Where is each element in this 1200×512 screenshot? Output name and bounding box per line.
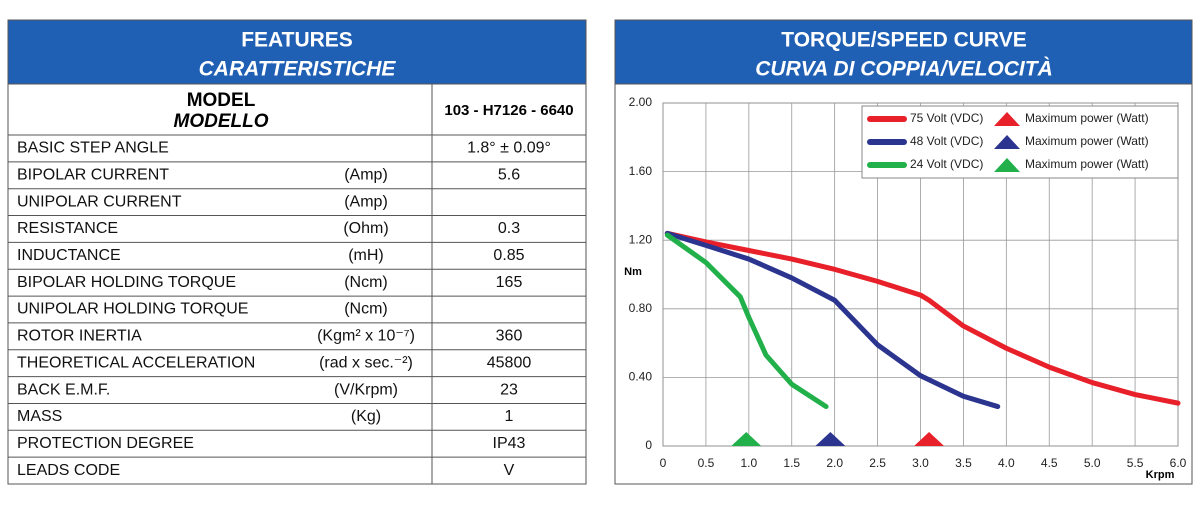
feature-value: 5.6 — [498, 166, 520, 183]
legend-marker-label: Maximum power (Watt) — [1025, 111, 1149, 125]
feature-unit: (V/Krpm) — [334, 381, 398, 398]
feature-value: 360 — [496, 328, 523, 345]
model-label-it: MODELLO — [174, 111, 269, 132]
feature-value: 45800 — [487, 354, 532, 371]
model-label: MODEL — [187, 90, 256, 111]
feature-unit: (Amp) — [344, 166, 388, 183]
feature-name: BIPOLAR HOLDING TORQUE — [17, 274, 236, 291]
feature-unit: (Ohm) — [343, 220, 388, 237]
y-tick-label: 0.40 — [629, 370, 653, 384]
feature-name: PROTECTION DEGREE — [17, 435, 194, 452]
feature-name: MASS — [17, 408, 62, 425]
features-table — [7, 83, 587, 485]
legend-label: 75 Volt (VDC) — [910, 111, 983, 125]
legend-marker-label: Maximum power (Watt) — [1025, 157, 1149, 171]
series-line — [664, 232, 829, 410]
feature-name: INDUCTANCE — [17, 247, 121, 264]
feature-name: UNIPOLAR CURRENT — [17, 193, 182, 210]
max-power-marker — [914, 432, 945, 446]
feature-value: V — [504, 462, 515, 479]
x-tick-label: 0.5 — [698, 456, 715, 470]
legend-marker — [994, 112, 1020, 126]
x-tick-label: 2.0 — [826, 456, 843, 470]
series-line — [664, 230, 1001, 410]
y-axis-label: Nm — [624, 266, 642, 278]
feature-name: BACK E.M.F. — [17, 381, 110, 398]
feature-value: 1 — [505, 408, 514, 425]
feature-unit: (Kgm² x 10⁻⁷) — [317, 328, 415, 345]
feature-value: 1.8° ± 0.09° — [467, 140, 551, 157]
feature-value: 23 — [500, 381, 518, 398]
feature-unit: (mH) — [348, 247, 384, 264]
x-tick-label: 2.5 — [869, 456, 886, 470]
legend-label: 24 Volt (VDC) — [910, 157, 983, 171]
feature-unit: (Kg) — [351, 408, 381, 425]
legend-marker-label: Maximum power (Watt) — [1025, 134, 1149, 148]
series-line — [664, 230, 1181, 406]
feature-name: RESISTANCE — [17, 220, 118, 237]
feature-name: UNIPOLAR HOLDING TORQUE — [17, 301, 248, 318]
feature-name: BIPOLAR CURRENT — [17, 166, 169, 183]
feature-value: 0.3 — [498, 220, 520, 237]
legend-box — [861, 105, 1179, 179]
chart-subtitle: CURVA DI COPPIA/VELOCITÀ — [755, 58, 1053, 81]
max-power-marker — [815, 432, 846, 446]
y-tick-label: 0 — [645, 438, 652, 452]
y-tick-label: 1.20 — [629, 232, 653, 246]
x-tick-label: 1.0 — [740, 456, 757, 470]
model-code: 103 - H7126 - 6640 — [444, 102, 573, 119]
legend-marker — [994, 158, 1020, 172]
x-tick-label: 1.5 — [783, 456, 800, 470]
x-tick-label: 3.5 — [955, 456, 972, 470]
feature-value: 165 — [496, 274, 523, 291]
max-power-marker — [731, 432, 762, 446]
feature-unit: (rad x sec.⁻²) — [319, 354, 413, 371]
y-tick-label: 0.80 — [629, 301, 653, 315]
features-header — [7, 19, 587, 85]
feature-value: IP43 — [493, 435, 526, 452]
feature-name: ROTOR INERTIA — [17, 328, 142, 345]
legend-label: 48 Volt (VDC) — [910, 134, 983, 148]
feature-unit: (Ncm) — [344, 274, 388, 291]
y-tick-label: 2.00 — [629, 95, 653, 109]
feature-value: 0.85 — [493, 247, 524, 264]
feature-name: BASIC STEP ANGLE — [17, 140, 169, 157]
feature-name: THEORETICAL ACCELERATION — [17, 354, 255, 371]
feature-name: LEADS CODE — [17, 462, 120, 479]
y-tick-label: 1.60 — [629, 164, 653, 178]
x-tick-label: 5.5 — [1127, 456, 1144, 470]
feature-unit: (Ncm) — [344, 301, 388, 318]
features-subtitle: CARATTERISTICHE — [199, 58, 397, 81]
x-tick-label: 0 — [660, 456, 667, 470]
x-axis-label: Krpm — [1146, 469, 1175, 481]
x-tick-label: 4.5 — [1041, 456, 1058, 470]
legend-marker — [994, 135, 1020, 149]
x-tick-label: 4.0 — [998, 456, 1015, 470]
features-title: FEATURES — [241, 29, 353, 52]
chart-title: TORQUE/SPEED CURVE — [781, 29, 1026, 52]
feature-unit: (Amp) — [344, 193, 388, 210]
x-tick-label: 6.0 — [1170, 456, 1187, 470]
x-tick-label: 5.0 — [1084, 456, 1101, 470]
x-tick-label: 3.0 — [912, 456, 929, 470]
